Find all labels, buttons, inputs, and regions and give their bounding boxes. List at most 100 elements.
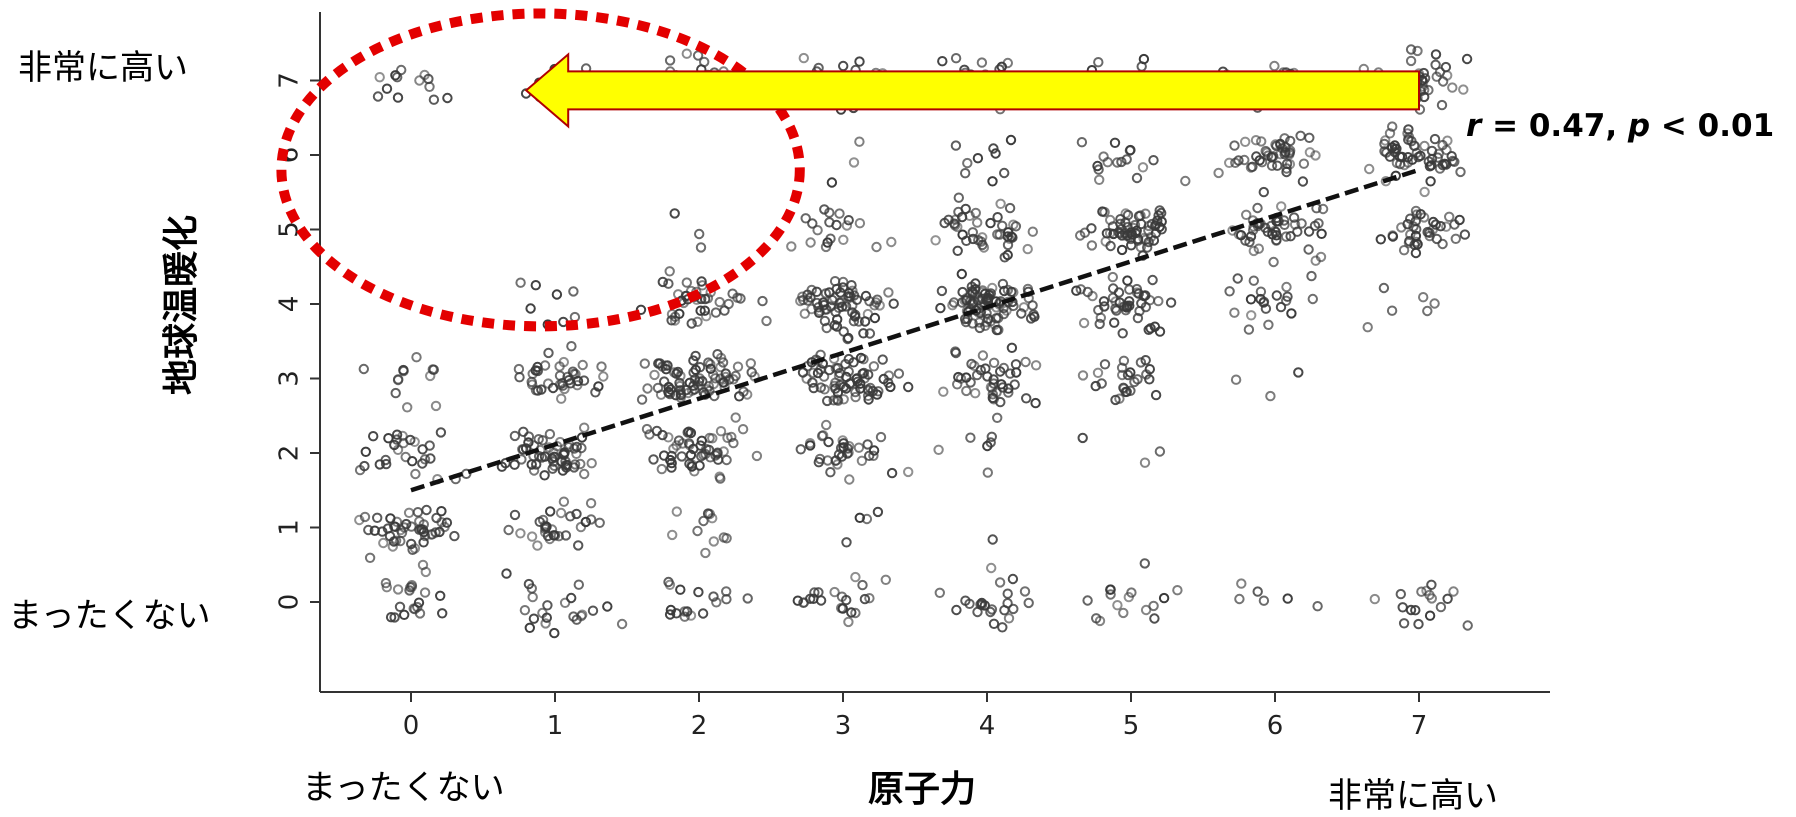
scatter-point <box>412 507 424 518</box>
scatter-point <box>1078 317 1090 329</box>
scatter-point <box>1362 322 1373 333</box>
scatter-point <box>1087 290 1098 302</box>
scatter-point <box>598 371 609 382</box>
scatter-point <box>1093 164 1104 175</box>
scatter-point <box>1295 130 1306 142</box>
scatter-point <box>986 562 997 574</box>
scatter-point <box>883 287 894 298</box>
scatter-point <box>812 225 823 236</box>
scatter-point <box>519 605 531 616</box>
scatter-point <box>1312 601 1323 612</box>
scatter-point <box>590 387 601 398</box>
scatter-point <box>685 610 697 621</box>
scatter-point <box>1405 44 1417 55</box>
scatter-point <box>686 385 698 396</box>
scatter-point <box>1077 370 1089 381</box>
scatter-point <box>977 293 988 305</box>
scatter-point <box>903 466 914 478</box>
scatter-point <box>1224 286 1235 297</box>
scatter-point <box>848 157 860 168</box>
scatter-point <box>824 207 835 218</box>
scatter-point <box>988 143 999 154</box>
scatter-point <box>853 442 865 453</box>
scatter-point <box>1105 589 1116 600</box>
x-axis-title: 原子力 <box>868 769 977 810</box>
scatter-point <box>732 292 743 303</box>
scatter-point <box>421 504 432 516</box>
scatter-point <box>798 52 809 64</box>
scatter-point <box>651 425 663 437</box>
scatter-point <box>1004 202 1016 214</box>
scatter-point <box>381 458 392 470</box>
scatter-point <box>566 341 577 352</box>
scatter-point <box>801 373 812 384</box>
scatter-point <box>1421 585 1432 596</box>
scatter-point <box>435 427 447 438</box>
scatter-point <box>496 461 508 472</box>
scatter-point <box>1138 53 1150 65</box>
scatter-point <box>665 604 677 616</box>
scatter-point <box>657 276 668 288</box>
scatter-point <box>1140 208 1151 219</box>
p-symbol: p <box>1627 108 1651 144</box>
scatter-point <box>424 81 435 93</box>
scatter-point <box>401 518 412 530</box>
scatter-point <box>688 380 699 391</box>
scatter-point <box>428 94 440 105</box>
scatter-point <box>1102 157 1113 168</box>
scatter-point <box>664 388 676 400</box>
scatter-point <box>545 506 556 517</box>
scatter-point <box>1009 379 1020 390</box>
scatter-point <box>837 435 848 446</box>
scatter-point <box>527 368 538 379</box>
scatter-point <box>965 432 976 443</box>
scatter-point <box>715 473 726 484</box>
scatter-point <box>708 378 719 390</box>
scatter-point <box>1248 245 1260 257</box>
scatter-point <box>685 427 697 439</box>
scatter-point <box>602 601 613 612</box>
y-tick-label: 2 <box>275 445 305 462</box>
scatter-point <box>1132 233 1144 245</box>
scatter-point <box>1307 293 1319 305</box>
scatter-point <box>824 364 835 376</box>
scatter-point <box>864 328 876 339</box>
scatter-point <box>391 429 403 440</box>
scatter-point <box>1016 308 1027 319</box>
scatter-point <box>991 324 1002 336</box>
scatter-point <box>649 369 660 381</box>
scatter-point <box>524 622 535 633</box>
scatter-point <box>957 229 968 240</box>
scatter-point <box>383 433 394 444</box>
scatter-point <box>843 366 854 377</box>
scatter-point <box>720 368 731 379</box>
scatter-point <box>1154 221 1165 233</box>
scatter-point <box>577 359 588 371</box>
scatter-point <box>525 303 536 314</box>
scatter-point <box>1116 230 1128 241</box>
scatter-point <box>861 513 873 525</box>
scatter-point <box>807 218 818 229</box>
scatter-point <box>827 294 838 306</box>
scatter-point <box>555 507 567 519</box>
scatter-point <box>714 296 725 308</box>
scatter-point <box>1154 446 1166 457</box>
scatter-point <box>990 313 1002 324</box>
scatter-point <box>1402 152 1414 163</box>
scatter-point <box>858 328 869 339</box>
scatter-point <box>854 136 865 147</box>
scatter-point <box>850 386 861 398</box>
highlight-arrow <box>524 52 1420 129</box>
scatter-point <box>1248 275 1260 286</box>
scatter-point <box>543 347 554 359</box>
scatter-point <box>1153 295 1164 307</box>
scatter-point <box>1027 300 1038 311</box>
scatter-point <box>972 153 984 164</box>
scatter-point <box>730 370 741 382</box>
scatter-point <box>967 287 978 299</box>
scatter-point <box>985 606 996 618</box>
scatter-point <box>956 297 968 308</box>
scatter-point <box>880 574 891 585</box>
scatter-point <box>1005 368 1016 379</box>
scatter-point <box>1429 298 1440 309</box>
